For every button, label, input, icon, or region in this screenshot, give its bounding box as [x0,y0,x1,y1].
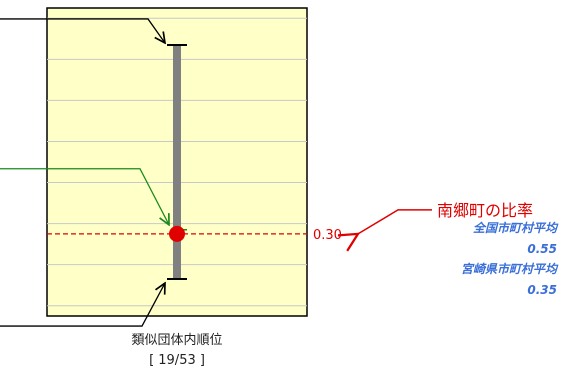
average-name: 宮崎県市町村平均 [461,262,559,276]
min-pointer-arrow [0,283,165,327]
rank-value: [ 19/53 ] [149,353,205,368]
average-name: 全国市町村平均 [473,221,559,235]
max-pointer-arrow [0,18,165,43]
average-value: 0.55 [527,242,557,256]
ratio-value-label: 0.30 [313,228,342,243]
town-ratio-label: 南郷町の比率 [437,201,533,220]
mid-pointer-arrow [0,168,169,225]
range-bar [173,44,181,280]
average-value: 0.35 [527,283,557,297]
rank-title: 類似団体内順位 [131,332,222,348]
town-pointer-arrow [358,209,432,234]
ratio-dot [169,225,185,242]
